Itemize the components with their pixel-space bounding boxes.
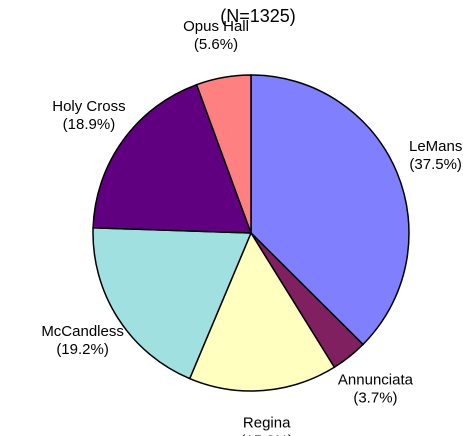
pie-slice <box>92 83 253 234</box>
pie-slice <box>250 74 410 346</box>
slice-value-label: (15.2%) <box>240 432 293 436</box>
slice-value-label: (3.7%) <box>353 390 397 407</box>
slice-label: Annunciata <box>338 372 414 389</box>
slice-label: Holy Cross <box>52 98 125 115</box>
slice-value-label: (19.2%) <box>56 341 109 358</box>
slice-label: LeMans <box>409 138 462 155</box>
slice-value-label: (5.6%) <box>194 36 238 53</box>
chart-subtitle: (N=1325) <box>220 6 296 26</box>
slice-value-label: (37.5%) <box>409 156 462 173</box>
slice-label: Regina <box>243 414 291 431</box>
slice-value-label: (18.9%) <box>63 116 116 133</box>
slice-label: Opus Hall <box>183 18 249 35</box>
pie-slice <box>195 74 252 234</box>
slice-label: McCandless <box>41 323 124 340</box>
pie-slice <box>188 231 336 392</box>
pie-slice <box>92 227 253 380</box>
